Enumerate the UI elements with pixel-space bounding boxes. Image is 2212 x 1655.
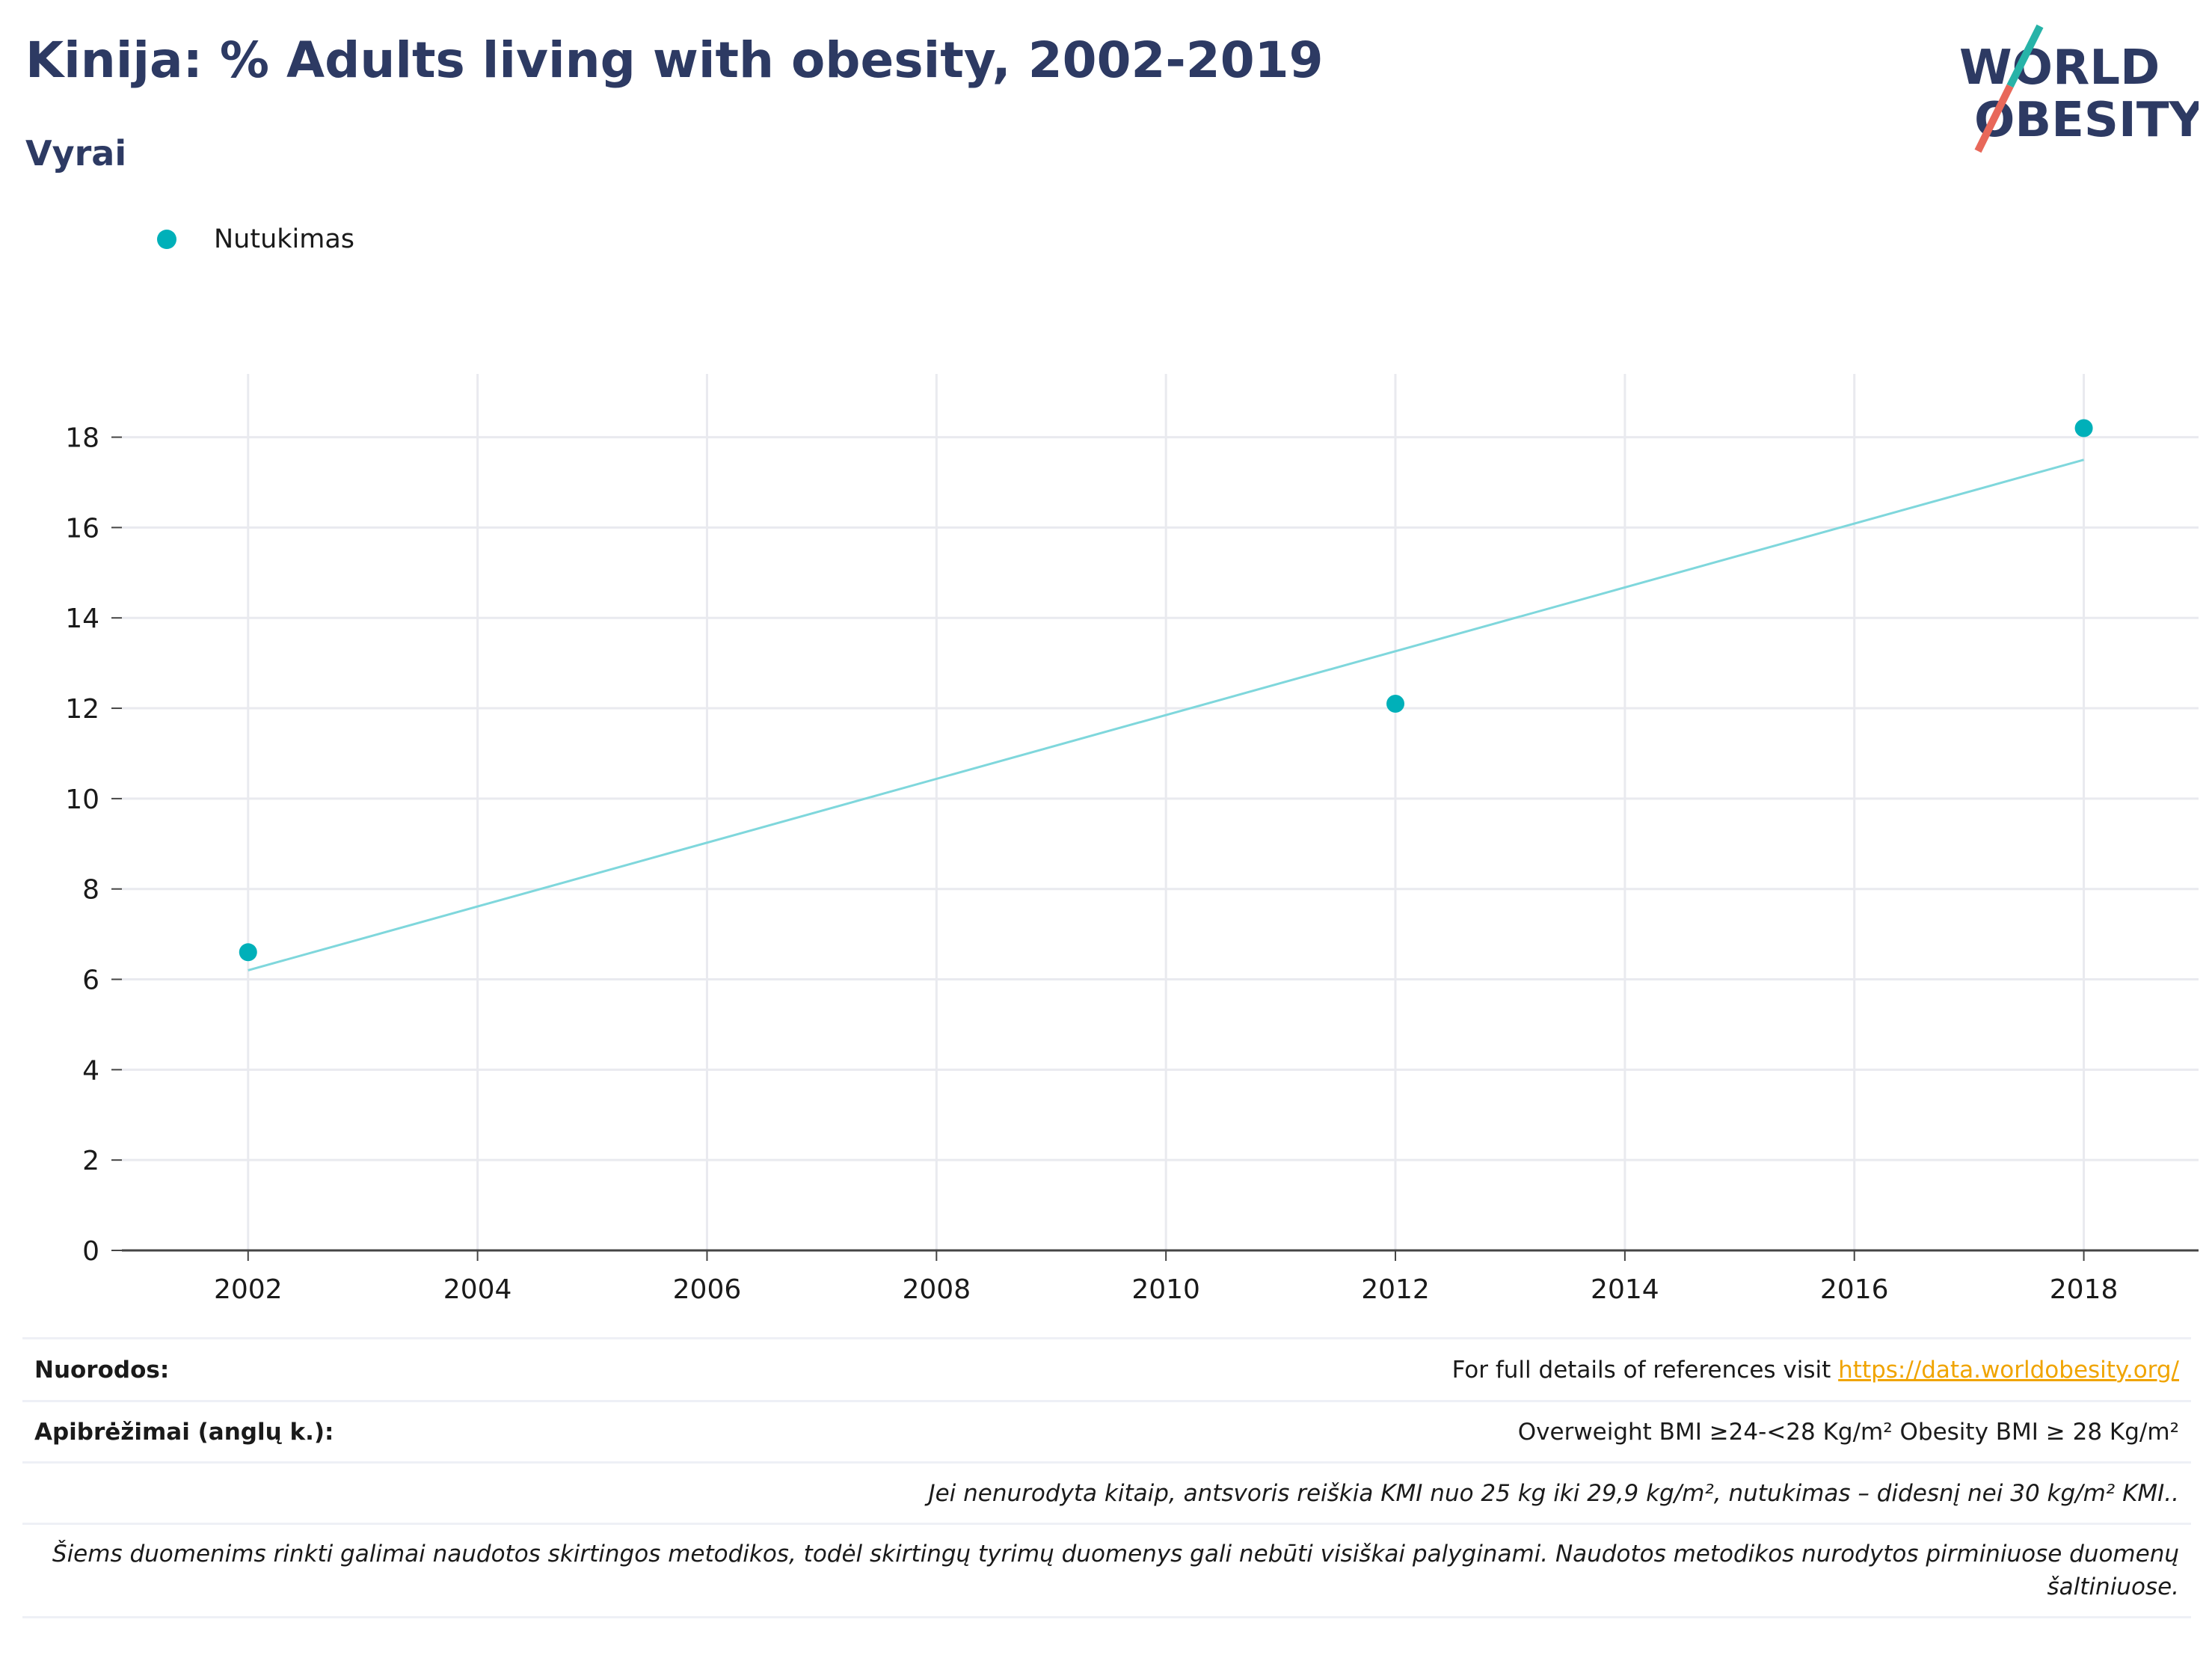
data-points bbox=[239, 419, 2093, 962]
x-tick-label-2002: 2002 bbox=[214, 1274, 283, 1305]
references-value: For full details of references visit htt… bbox=[1452, 1357, 2179, 1384]
x-tick-label-2010: 2010 bbox=[1131, 1274, 1200, 1305]
legend-label: Nutukimas bbox=[214, 224, 355, 254]
definitions-row: Apibrėžimai (anglų k.): Overweight BMI ≥… bbox=[22, 1400, 2191, 1461]
x-tick-label-2016: 2016 bbox=[1820, 1274, 1889, 1305]
chart-title: Kinija: % Adults living with obesity, 20… bbox=[25, 31, 1324, 89]
legend-marker bbox=[157, 230, 176, 249]
x-tick-label-2018: 2018 bbox=[2050, 1274, 2119, 1305]
chart-subtitle: Vyrai bbox=[25, 133, 127, 174]
y-tick-label-2: 2 bbox=[82, 1146, 99, 1176]
legend[interactable]: Nutukimas bbox=[157, 224, 354, 254]
logo-slash-red bbox=[1974, 84, 2014, 153]
trend-line bbox=[248, 458, 2084, 971]
note-1: Jei nenurodyta kitaip, antsvoris reiškia… bbox=[928, 1479, 2179, 1507]
world-obesity-logo: WORLD OBESITY bbox=[1959, 24, 2199, 153]
definitions-value: Overweight BMI ≥24-<28 Kg/m² Obesity BMI… bbox=[1517, 1418, 2179, 1446]
x-tick-label-2008: 2008 bbox=[903, 1274, 971, 1305]
y-tick-label-16: 16 bbox=[65, 513, 99, 544]
grid bbox=[122, 374, 2199, 1250]
logo-slash-teal bbox=[2006, 24, 2044, 88]
note-row-1: Jei nenurodyta kitaip, antsvoris reiškia… bbox=[22, 1461, 2191, 1523]
trendline bbox=[248, 458, 2084, 971]
data-point-2012[interactable] bbox=[1386, 695, 1405, 713]
y-tick-label-18: 18 bbox=[65, 423, 99, 454]
y-tick-label-10: 10 bbox=[65, 784, 99, 815]
logo-line1: WORLD bbox=[1959, 40, 2160, 96]
note-row-2: Šiems duomenims rinkti galimai naudotos … bbox=[22, 1523, 2191, 1618]
y-tick-label-4: 4 bbox=[82, 1055, 99, 1086]
x-tick-label-2006: 2006 bbox=[673, 1274, 742, 1305]
tick-labels: 2002 2004 2006 2008 2010 2012 2014 2016 2018 0 2 4 6… bbox=[65, 423, 2118, 1305]
references-text: For full details of references visit bbox=[1451, 1356, 1839, 1384]
y-tick-label-0: 0 bbox=[82, 1236, 99, 1267]
y-tick-label-12: 12 bbox=[65, 694, 99, 725]
references-link[interactable]: https://data.worldobesity.org/ bbox=[1838, 1356, 2179, 1384]
definitions-label: Apibrėžimai (anglų k.): bbox=[34, 1418, 334, 1446]
data-point-2002[interactable] bbox=[239, 943, 257, 962]
references-row: Nuorodos: For full details of references… bbox=[22, 1337, 2191, 1400]
note-2: Šiems duomenims rinkti galimai naudotos … bbox=[52, 1541, 2179, 1600]
y-tick-label-6: 6 bbox=[82, 965, 99, 996]
y-tick-label-8: 8 bbox=[82, 875, 99, 906]
y-tick-label-14: 14 bbox=[65, 604, 99, 634]
data-point-2018[interactable] bbox=[2074, 419, 2093, 437]
x-tick-label-2012: 2012 bbox=[1361, 1274, 1430, 1305]
footer-table: Nuorodos: For full details of references… bbox=[22, 1337, 2191, 1618]
logo-line2: OBESITY bbox=[1974, 93, 2199, 148]
references-label: Nuorodos: bbox=[34, 1356, 170, 1384]
scatter-chart: 2002 2004 2006 2008 2010 2012 2014 2016 2018 0 2 4 6… bbox=[65, 374, 2199, 1305]
x-tick-label-2014: 2014 bbox=[1591, 1274, 1659, 1305]
x-tick-label-2004: 2004 bbox=[443, 1274, 512, 1305]
axes bbox=[111, 436, 2199, 1261]
